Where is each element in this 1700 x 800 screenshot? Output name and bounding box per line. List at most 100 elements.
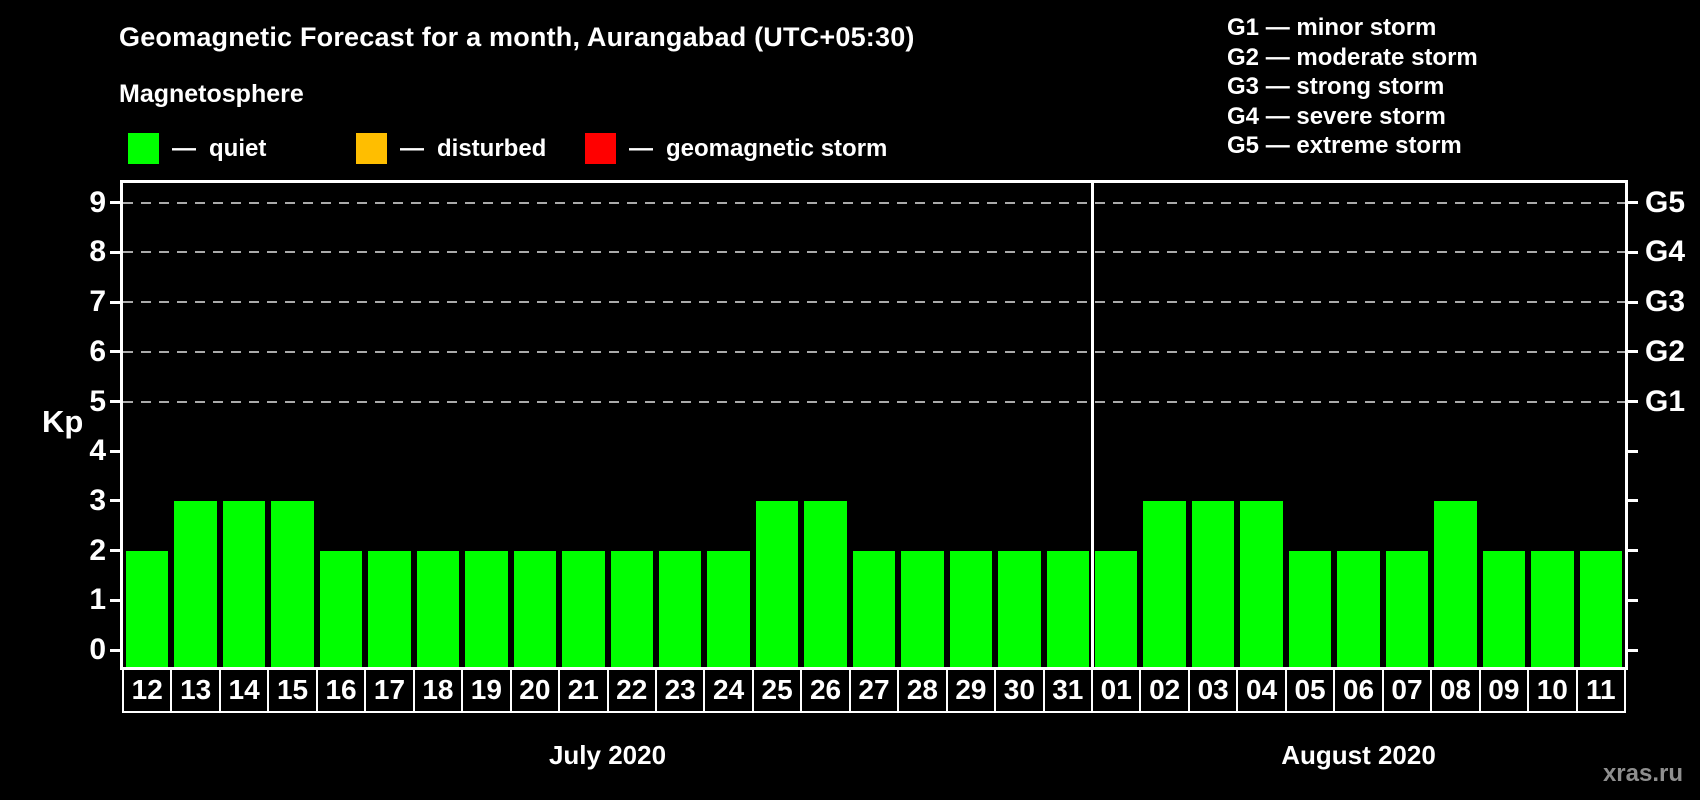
day-label-22: 22 xyxy=(606,667,657,713)
day-label-26: 26 xyxy=(800,667,851,713)
day-label-05: 05 xyxy=(1284,667,1336,713)
day-label-28: 28 xyxy=(897,667,948,713)
y-tick-left-2 xyxy=(110,549,123,553)
y-tick-left-5 xyxy=(110,400,123,403)
g-legend-row-G5: G5 — extreme storm xyxy=(1227,131,1478,161)
kp-bar-18 xyxy=(416,550,460,667)
legend-item-geomagnetic-storm: — geomagnetic storm xyxy=(585,133,887,164)
day-label-16: 16 xyxy=(315,667,367,713)
y-axis-label-1: 1 xyxy=(89,583,106,617)
legend-dash: — xyxy=(400,134,424,162)
y-axis-label-9: 9 xyxy=(89,185,106,219)
g-legend-code: G5 xyxy=(1227,132,1260,159)
kp-bar-09 xyxy=(1482,550,1526,667)
legend-dash: — xyxy=(629,134,653,162)
g-legend-row-G2: G2 — moderate storm xyxy=(1227,43,1478,73)
day-label-13: 13 xyxy=(170,667,221,713)
y-tick-right-6 xyxy=(1625,350,1638,354)
y-tick-left-9 xyxy=(110,201,123,205)
kp-bar-19 xyxy=(465,550,508,667)
y-tick-right-7 xyxy=(1625,300,1638,304)
day-label-30: 30 xyxy=(994,667,1045,713)
g-legend-label: severe storm xyxy=(1296,102,1446,130)
kp-bar-27 xyxy=(852,550,896,667)
legend-item-quiet: — quiet xyxy=(128,133,266,164)
kp-bar-11 xyxy=(1579,550,1622,667)
g-legend-dash: — xyxy=(1265,132,1290,159)
kp-bar-30 xyxy=(998,550,1041,667)
month-label-august-2020: August 2020 xyxy=(1281,740,1436,770)
kp-bar-22 xyxy=(610,550,653,667)
kp-bar-31 xyxy=(1046,550,1090,667)
y-axis-label-5: 5 xyxy=(89,384,106,418)
g-scale-legend: G1 — minor storm G2 — moderate storm G3 — … xyxy=(1227,13,1478,161)
day-label-31: 31 xyxy=(1042,667,1094,713)
kp-bar-20 xyxy=(513,550,557,667)
day-label-19: 19 xyxy=(461,667,512,713)
y-axis-label-7: 7 xyxy=(89,285,106,319)
day-label-07: 07 xyxy=(1381,667,1433,713)
g-legend-dash: — xyxy=(1265,102,1290,130)
gridline-kp-6 xyxy=(123,350,1625,353)
y-tick-right-8 xyxy=(1625,250,1638,254)
gridline-kp-5 xyxy=(123,400,1625,403)
legend-dash: — xyxy=(172,134,196,162)
day-label-06: 06 xyxy=(1333,667,1384,713)
kp-bar-04 xyxy=(1240,500,1283,667)
g-legend-label: moderate storm xyxy=(1296,43,1478,71)
day-label-08: 08 xyxy=(1430,667,1481,713)
y-axis-label-2: 2 xyxy=(89,533,106,567)
y-tick-right-0 xyxy=(1625,648,1638,652)
kp-axis-label: Kp xyxy=(42,404,84,439)
day-label-21: 21 xyxy=(558,667,609,713)
g-legend-code: G2 xyxy=(1227,43,1260,71)
day-label-25: 25 xyxy=(751,667,803,713)
y-tick-right-4 xyxy=(1625,449,1638,453)
y-axis-label-0: 0 xyxy=(89,633,106,666)
g-axis-label-G3: G3 xyxy=(1645,285,1686,319)
y-axis-label-4: 4 xyxy=(89,434,106,468)
day-label-18: 18 xyxy=(412,667,464,713)
y-tick-left-6 xyxy=(110,350,123,354)
g-legend-dash: — xyxy=(1265,43,1290,71)
kp-bar-02 xyxy=(1143,500,1186,667)
day-label-03: 03 xyxy=(1187,667,1239,713)
day-label-04: 04 xyxy=(1236,667,1287,713)
kp-bar-01 xyxy=(1095,550,1138,667)
kp-bar-03 xyxy=(1191,500,1235,667)
kp-bar-21 xyxy=(562,550,605,667)
day-label-01: 01 xyxy=(1091,667,1142,713)
y-tick-right-2 xyxy=(1625,549,1638,553)
watermark: xras.ru xyxy=(1602,760,1683,787)
y-tick-left-4 xyxy=(110,449,123,453)
g-legend-dash: — xyxy=(1265,14,1290,41)
day-label-17: 17 xyxy=(364,667,415,713)
month-separator-line xyxy=(1090,183,1094,667)
y-tick-right-3 xyxy=(1625,499,1638,503)
y-tick-left-7 xyxy=(110,300,123,304)
legend-label-geomagnetic-storm: geomagnetic storm xyxy=(666,134,888,162)
day-label-29: 29 xyxy=(945,667,997,713)
y-tick-left-8 xyxy=(110,250,123,254)
kp-bar-24 xyxy=(707,550,750,667)
kp-bar-05 xyxy=(1288,550,1332,667)
kp-bar-08 xyxy=(1434,500,1477,667)
kp-bar-07 xyxy=(1385,550,1429,667)
legend-swatch-quiet xyxy=(128,133,159,164)
g-legend-label: minor storm xyxy=(1296,14,1437,41)
day-label-27: 27 xyxy=(848,667,900,713)
day-label-10: 10 xyxy=(1527,667,1578,713)
g-legend-code: G1 xyxy=(1227,14,1260,41)
day-label-11: 11 xyxy=(1575,667,1626,713)
g-legend-row-G3: G3 — strong storm xyxy=(1227,72,1478,102)
day-label-14: 14 xyxy=(218,667,270,713)
g-legend-code: G4 xyxy=(1227,102,1260,130)
day-label-12: 12 xyxy=(122,667,173,713)
kp-bar-10 xyxy=(1531,550,1574,667)
kp-bar-15 xyxy=(271,500,314,667)
month-label-july-2020: July 2020 xyxy=(548,740,667,770)
kp-bar-23 xyxy=(658,550,702,667)
y-tick-left-3 xyxy=(110,499,123,503)
